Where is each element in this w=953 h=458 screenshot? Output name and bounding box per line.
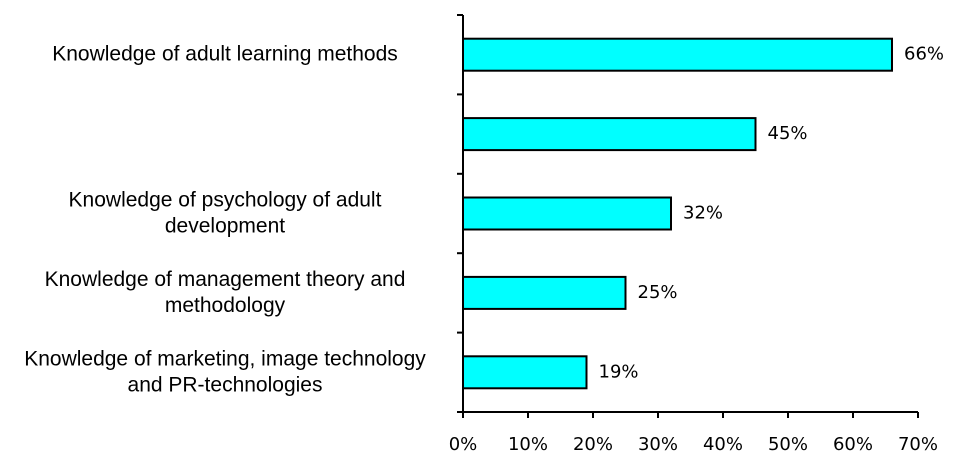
- category-label-line: Knowledge of management theory and: [45, 267, 406, 290]
- category-label-line: Knowledge of marketing, image technology: [24, 347, 426, 370]
- category-label-line: methodology: [165, 293, 286, 316]
- bar: [462, 196, 672, 231]
- data-label: 45%: [768, 123, 808, 144]
- category-label-line: Knowledge of psychology of adult: [69, 188, 382, 211]
- category-label-line: development: [165, 214, 285, 237]
- bar: [462, 275, 627, 310]
- data-label: 32%: [683, 203, 723, 224]
- x-tick-label: 0%: [449, 434, 478, 455]
- x-tick-label: 70%: [898, 434, 938, 455]
- x-tick-label: 10%: [508, 434, 548, 455]
- data-label: 25%: [638, 282, 678, 303]
- data-label: 19%: [599, 361, 639, 382]
- category-label: Knowledge of marketing, image technology…: [24, 347, 426, 396]
- category-label-line: Knowledge of adult learning methods: [52, 42, 398, 65]
- x-tick-label: 50%: [768, 434, 808, 455]
- x-tick-label: 60%: [833, 434, 873, 455]
- x-tick-label: 20%: [573, 434, 613, 455]
- x-tick-label: 30%: [638, 434, 678, 455]
- x-tick-label: 40%: [703, 434, 743, 455]
- data-label: 66%: [904, 44, 944, 65]
- category-label: Knowledge of psychology of adult developm…: [69, 188, 382, 237]
- bar: [462, 117, 757, 152]
- category-label: Knowledge of management theory and method…: [45, 267, 406, 316]
- category-label-line: and PR-technologies: [128, 373, 323, 396]
- bar: [462, 355, 588, 390]
- category-label: Knowledge of adult learning methods: [52, 42, 398, 65]
- bar: [462, 37, 893, 72]
